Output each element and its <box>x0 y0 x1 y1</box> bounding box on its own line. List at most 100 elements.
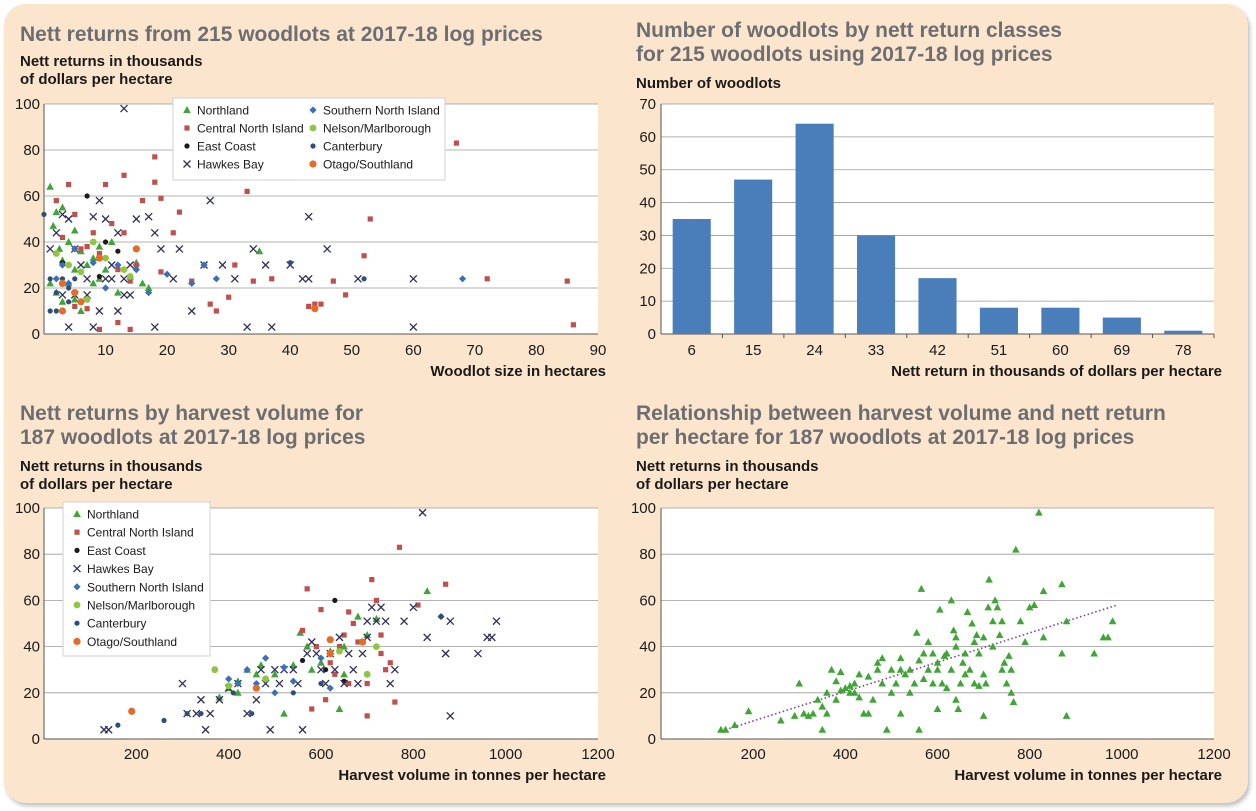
data-point <box>1062 617 1071 625</box>
data-point <box>83 261 91 268</box>
data-point <box>128 707 136 715</box>
data-point <box>102 239 109 245</box>
series-nelson-marlborough <box>211 643 380 690</box>
legend-label: Central North Island <box>197 122 304 136</box>
data-point <box>372 617 381 626</box>
legend-marker <box>73 601 81 609</box>
data-point <box>52 250 60 257</box>
data-point <box>58 290 67 299</box>
data-point <box>70 295 79 303</box>
data-point <box>46 279 54 287</box>
y-tick-label: 80 <box>23 142 40 159</box>
data-point <box>290 690 296 696</box>
data-point <box>423 587 431 595</box>
data-point <box>823 688 831 696</box>
data-point <box>71 289 79 297</box>
data-point <box>206 196 215 205</box>
data-point <box>271 670 279 678</box>
data-point <box>873 658 882 666</box>
data-point <box>878 654 886 662</box>
data-point <box>327 660 333 666</box>
data-point <box>330 665 339 674</box>
data-point <box>933 658 942 666</box>
data-point <box>915 656 923 664</box>
x-tick-label: 42 <box>929 342 946 359</box>
data-point <box>150 228 159 237</box>
data-point <box>89 279 98 287</box>
legend-label: Canterbury <box>323 140 382 154</box>
data-point <box>919 674 928 682</box>
data-point <box>89 259 97 267</box>
data-point <box>198 710 204 717</box>
data-point <box>929 649 937 657</box>
data-point <box>970 679 979 687</box>
data-point <box>312 301 318 307</box>
data-point <box>64 238 73 245</box>
data-point <box>66 181 72 188</box>
data-point <box>215 695 224 704</box>
data-point <box>919 649 928 657</box>
bar <box>734 179 773 334</box>
data-point <box>307 665 316 673</box>
data-point <box>95 307 104 315</box>
data-point <box>396 544 403 550</box>
data-point <box>175 244 184 253</box>
data-point <box>323 244 332 253</box>
data-point <box>107 238 116 245</box>
x-tick-label: 600 <box>925 746 950 763</box>
data-point <box>326 684 334 692</box>
legend-marker <box>309 124 317 132</box>
legend-label: Southern North Island <box>323 104 440 118</box>
data-point <box>53 290 59 296</box>
data-point <box>234 679 242 688</box>
data-point <box>1012 545 1020 553</box>
data-point <box>58 210 67 219</box>
data-point <box>991 596 999 604</box>
chart-title: per hectare for 187 woodlots at 2017-18 … <box>636 426 1134 449</box>
legend-label: East Coast <box>87 544 146 558</box>
data-point <box>304 586 310 592</box>
data-point <box>52 275 60 283</box>
x-tick-label: 40 <box>282 342 299 359</box>
data-point <box>367 216 373 222</box>
chart-1: Nett returns from 215 woodlots at 2017-1… <box>15 23 606 380</box>
data-point <box>89 238 97 246</box>
data-point <box>102 254 109 262</box>
x-tick-label: 10 <box>97 342 114 359</box>
data-point <box>289 661 298 669</box>
y-tick-label: 60 <box>639 592 656 609</box>
x-tick-label: 800 <box>1017 746 1042 763</box>
data-point <box>832 677 840 685</box>
legend-marker <box>309 160 317 168</box>
data-point <box>120 290 128 299</box>
data-point <box>280 709 288 717</box>
data-point <box>896 665 905 673</box>
data-point <box>979 670 988 678</box>
y-axis-label: Nett returns in thousands <box>20 53 203 70</box>
data-point <box>289 665 298 674</box>
y-tick-label: 40 <box>23 639 40 656</box>
data-point <box>120 274 128 283</box>
data-point <box>127 326 133 332</box>
data-point <box>846 681 854 689</box>
data-point <box>906 665 914 673</box>
legend-label: Southern North Island <box>87 580 204 594</box>
data-point <box>95 242 104 250</box>
y-tick-label: 100 <box>15 500 40 517</box>
data-point <box>373 597 379 603</box>
x-tick-label: 15 <box>745 342 762 359</box>
data-point <box>818 725 827 733</box>
chart-title: Nett returns from 215 woodlots at 2017-1… <box>20 23 543 46</box>
data-point <box>275 679 284 688</box>
data-point <box>243 709 252 718</box>
data-point <box>250 278 256 284</box>
data-point <box>340 642 348 650</box>
y-tick-label: 50 <box>639 162 656 179</box>
data-point <box>225 675 233 683</box>
data-point <box>354 612 362 620</box>
data-point <box>65 261 73 269</box>
data-point <box>841 684 850 692</box>
data-point <box>910 679 919 687</box>
data-point <box>855 693 863 701</box>
data-point <box>961 670 969 678</box>
